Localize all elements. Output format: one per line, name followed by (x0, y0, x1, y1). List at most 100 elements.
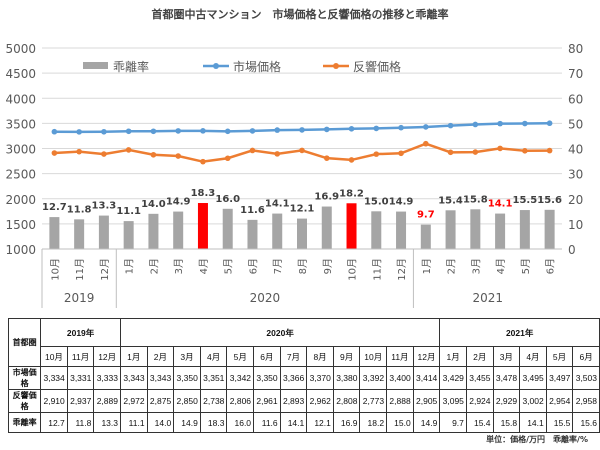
x-tick-label: 5月 (520, 258, 532, 274)
table-cell: 3,002 (519, 389, 547, 413)
x-tick-label: 10月 (347, 258, 359, 281)
table-cell: 3,400 (386, 366, 414, 390)
point-反響価格 (546, 147, 553, 154)
x-tick-label: 9月 (322, 258, 334, 274)
point-市場価格 (348, 126, 355, 132)
point-反響価格 (224, 155, 231, 162)
table-cell: 3,331 (66, 366, 95, 390)
legend-label: 反響価格 (353, 59, 401, 74)
table-cell: 3,334 (40, 366, 68, 390)
table-month: 4月 (199, 346, 228, 367)
table-month: 1月 (119, 346, 148, 367)
table-cell: 15.6 (572, 412, 600, 433)
bar-data-label: 18.2 (339, 188, 364, 199)
x-tick-label: 12月 (396, 258, 408, 281)
point-市場価格 (546, 120, 553, 127)
table-month: 11月 (66, 346, 95, 367)
month-row: 10月 11月 12月 1月 2月 3月 4月 5月 6月 7月 8月 9月 10月 11月 12月 1月 2月… (9, 346, 600, 367)
x-tick-label: 1月 (124, 258, 136, 274)
x-tick-label: 5月 (223, 258, 235, 274)
left-tick-label: 3000 (5, 143, 36, 157)
row-label: 乖離率 (7, 412, 42, 433)
table-cell: 12.1 (306, 412, 334, 433)
bar-data-label: 14.1 (488, 199, 513, 210)
data-table: 首都圏 2019年 2020年 2021年 10月 11月 12月 1月 2月 3月 4月 5月 6月 7… (7, 318, 600, 433)
table-cell: 3,351 (199, 366, 228, 390)
table-cell: 15.0 (386, 412, 414, 433)
table-month: 5月 (226, 346, 255, 367)
table-cell: 3,350 (173, 366, 201, 390)
point-市場価格 (398, 124, 404, 131)
bar-4 (148, 213, 159, 249)
table-cell: 2,893 (279, 389, 308, 413)
right-tick-label: 30 (568, 168, 583, 182)
table-cell: 2,888 (386, 389, 414, 413)
bar-17 (470, 209, 481, 249)
bar-data-label: 13.3 (92, 201, 117, 212)
bar-data-label: 9.7 (417, 210, 435, 221)
bar-data-label: 11.8 (67, 204, 92, 215)
table-cell: 11.6 (253, 412, 281, 433)
table-cell: 3,495 (519, 366, 547, 390)
left-tick-label: 1500 (5, 218, 36, 232)
table-cell: 16.9 (332, 412, 361, 433)
year-label: 2021 (472, 291, 503, 305)
table-cell: 2,924 (465, 389, 494, 413)
table-cell: 2,889 (93, 389, 121, 413)
table-cell: 3,342 (226, 366, 255, 390)
table-cell: 3,350 (253, 366, 281, 390)
table-cell: 2,850 (173, 389, 201, 413)
bar-data-label: 15.8 (463, 194, 488, 205)
point-市場価格 (76, 129, 82, 135)
point-市場価格 (373, 125, 380, 132)
bar-data-label: 11.1 (116, 206, 141, 217)
bar-6 (197, 203, 208, 249)
left-tick-label: 2000 (5, 193, 36, 207)
bar-8 (247, 219, 258, 249)
chart: 1000 1500 2000 2500 3000 3500 4000 4500 5000 0 10 2… (5, 42, 583, 308)
table-month: 6月 (253, 346, 281, 367)
table-cell: 9.7 (439, 412, 467, 433)
x-tick-label: 6月 (247, 258, 259, 274)
point-反響価格 (76, 148, 82, 155)
table-cell: 2,806 (226, 389, 255, 413)
bar-20 (544, 209, 555, 249)
x-tick-label: 3月 (470, 258, 482, 274)
point-市場価格 (522, 120, 528, 127)
point-市場価格 (175, 128, 181, 134)
table-month: 12月 (412, 346, 441, 367)
table-cell: 14.0 (146, 412, 175, 433)
table-cell: 3,366 (279, 366, 308, 390)
table-cell: 13.3 (93, 412, 121, 433)
table-cell: 2,962 (306, 389, 334, 413)
bar-13 (371, 211, 382, 249)
table-cell: 11.8 (66, 412, 95, 433)
year-label: 2020 (250, 291, 281, 305)
bar-18 (495, 213, 506, 249)
table-cell: 3,503 (572, 366, 600, 390)
table-month: 8月 (306, 346, 334, 367)
bar-data-label: 14.9 (389, 197, 414, 208)
right-tick-label: 20 (568, 193, 583, 207)
table-row: 反響価格 2,910 2,937 2,889 2,972 2,875 2,850 2,738 2… (7, 389, 600, 413)
point-市場価格 (497, 120, 503, 127)
bar-data-label: 15.0 (364, 196, 389, 207)
table-cell: 3,333 (93, 366, 121, 390)
x-tick-label: 10月 (49, 258, 61, 281)
point-市場価格 (224, 128, 231, 135)
point-反響価格 (447, 149, 454, 156)
bar-data-label: 14.0 (141, 199, 166, 210)
bar-2 (98, 215, 109, 249)
point-反響価格 (522, 148, 528, 154)
row-label: 市場価格 (7, 366, 42, 390)
table-cell: 2,910 (40, 389, 68, 413)
table-cell: 3,429 (439, 366, 467, 390)
bar-data-label: 14.1 (265, 199, 290, 210)
bar-11 (321, 206, 332, 249)
table-month: 2月 (465, 346, 494, 367)
table-corner: 首都圏 (7, 318, 42, 367)
table-cell: 2,972 (119, 389, 148, 413)
table-cell: 2,738 (199, 389, 228, 413)
x-tick-label: 4月 (198, 258, 210, 274)
left-tick-label: 3500 (5, 117, 36, 131)
